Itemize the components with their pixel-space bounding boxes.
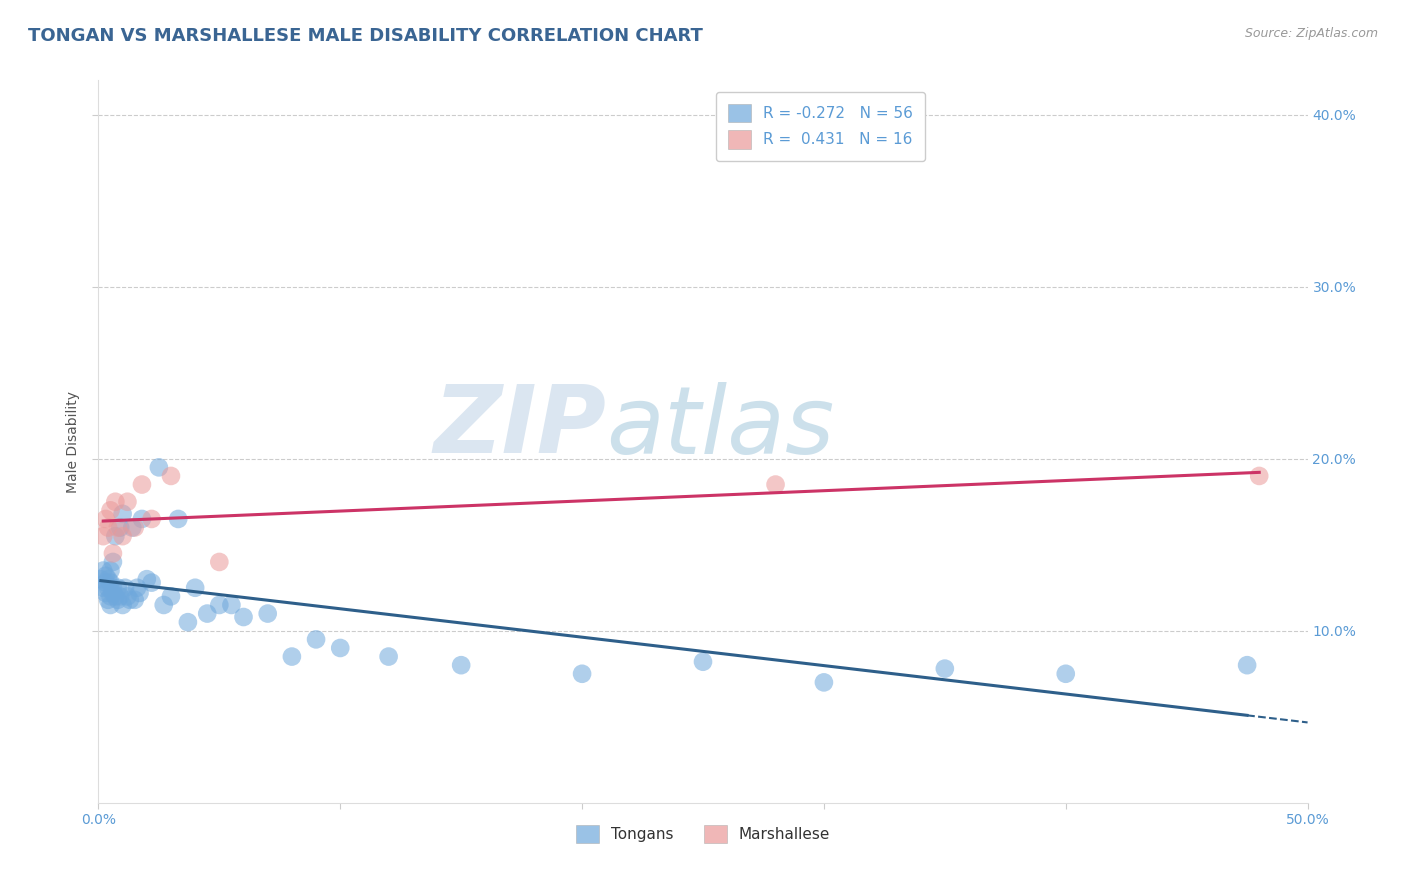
Point — [131, 512, 153, 526]
Point — [160, 590, 183, 604]
Point — [94, 586, 117, 600]
Point — [118, 592, 141, 607]
Point — [281, 649, 304, 664]
Point — [108, 590, 131, 604]
Point — [90, 572, 112, 586]
Point — [101, 546, 124, 560]
Point — [94, 568, 117, 582]
Point — [450, 658, 472, 673]
Point — [1236, 658, 1258, 673]
Point — [107, 581, 129, 595]
Point — [117, 494, 139, 508]
Point — [167, 512, 190, 526]
Point — [813, 675, 835, 690]
Point — [107, 592, 129, 607]
Point — [97, 520, 120, 534]
Point — [256, 607, 278, 621]
Point — [117, 590, 139, 604]
Y-axis label: Male Disability: Male Disability — [66, 391, 80, 492]
Point — [97, 581, 120, 595]
Point — [104, 494, 127, 508]
Point — [107, 520, 129, 534]
Point — [94, 512, 117, 526]
Point — [101, 555, 124, 569]
Point — [111, 507, 134, 521]
Point — [100, 564, 122, 578]
Point — [1054, 666, 1077, 681]
Point — [124, 520, 146, 534]
Point — [135, 572, 157, 586]
Point — [208, 598, 231, 612]
Point — [148, 460, 170, 475]
Point — [100, 503, 122, 517]
Point — [97, 572, 120, 586]
Point — [152, 598, 174, 612]
Point — [934, 662, 956, 676]
Point — [101, 586, 124, 600]
Point — [221, 598, 243, 612]
Text: atlas: atlas — [606, 382, 835, 473]
Point — [100, 598, 122, 612]
Point — [100, 590, 122, 604]
Point — [100, 575, 122, 590]
Point — [124, 592, 146, 607]
Point — [232, 610, 254, 624]
Text: Source: ZipAtlas.com: Source: ZipAtlas.com — [1244, 27, 1378, 40]
Point — [141, 575, 163, 590]
Point — [141, 512, 163, 526]
Point — [91, 564, 114, 578]
Point — [91, 529, 114, 543]
Text: ZIP: ZIP — [433, 381, 606, 473]
Point — [160, 469, 183, 483]
Point — [104, 529, 127, 543]
Point — [121, 520, 143, 534]
Point — [111, 598, 134, 612]
Text: TONGAN VS MARSHALLESE MALE DISABILITY CORRELATION CHART: TONGAN VS MARSHALLESE MALE DISABILITY CO… — [28, 27, 703, 45]
Point — [208, 555, 231, 569]
Point — [177, 615, 200, 630]
Point — [111, 529, 134, 543]
Point — [571, 666, 593, 681]
Point — [377, 649, 399, 664]
Point — [329, 640, 352, 655]
Point — [184, 581, 207, 595]
Point — [131, 477, 153, 491]
Point — [305, 632, 328, 647]
Point — [127, 581, 149, 595]
Point — [101, 581, 124, 595]
Point — [765, 477, 787, 491]
Point — [97, 592, 120, 607]
Point — [114, 581, 136, 595]
Point — [94, 575, 117, 590]
Point — [1249, 469, 1271, 483]
Point — [108, 520, 131, 534]
Legend: Tongans, Marshallese: Tongans, Marshallese — [569, 819, 837, 849]
Point — [195, 607, 218, 621]
Point — [128, 586, 150, 600]
Point — [692, 655, 714, 669]
Point — [104, 590, 127, 604]
Point — [91, 581, 114, 595]
